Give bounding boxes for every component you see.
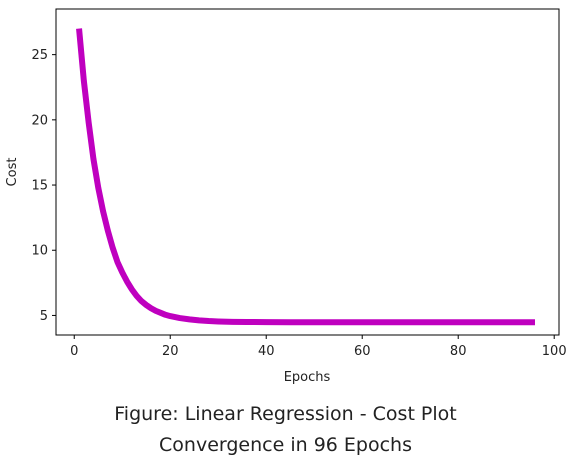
y-tick-label: 5 <box>40 309 48 324</box>
cost-plot: 5 10 15 20 25 0 20 40 60 80 100 Epochs Cost <box>5 8 567 385</box>
y-axis-ticks: 5 10 15 20 25 <box>31 48 56 324</box>
x-tick-label: 100 <box>542 344 567 359</box>
y-axis-label: Cost <box>5 158 20 187</box>
y-tick-label: 10 <box>31 244 48 259</box>
y-tick-label: 15 <box>31 179 48 194</box>
x-axis-ticks: 0 20 40 60 80 100 <box>70 335 567 359</box>
y-tick-label: 25 <box>31 48 48 63</box>
x-tick-label: 40 <box>258 344 275 359</box>
x-tick-label: 80 <box>450 344 467 359</box>
x-tick-label: 60 <box>354 344 371 359</box>
x-tick-label: 20 <box>162 344 179 359</box>
cost-curve <box>76 28 535 326</box>
figure-caption-subtitle: Convergence in 96 Epochs <box>159 434 412 456</box>
figure-caption-title: Figure: Linear Regression - Cost Plot <box>114 403 457 425</box>
x-axis-label: Epochs <box>284 370 331 385</box>
x-tick-label: 0 <box>70 344 78 359</box>
y-tick-label: 20 <box>31 113 48 128</box>
plot-area-frame <box>55 8 560 336</box>
